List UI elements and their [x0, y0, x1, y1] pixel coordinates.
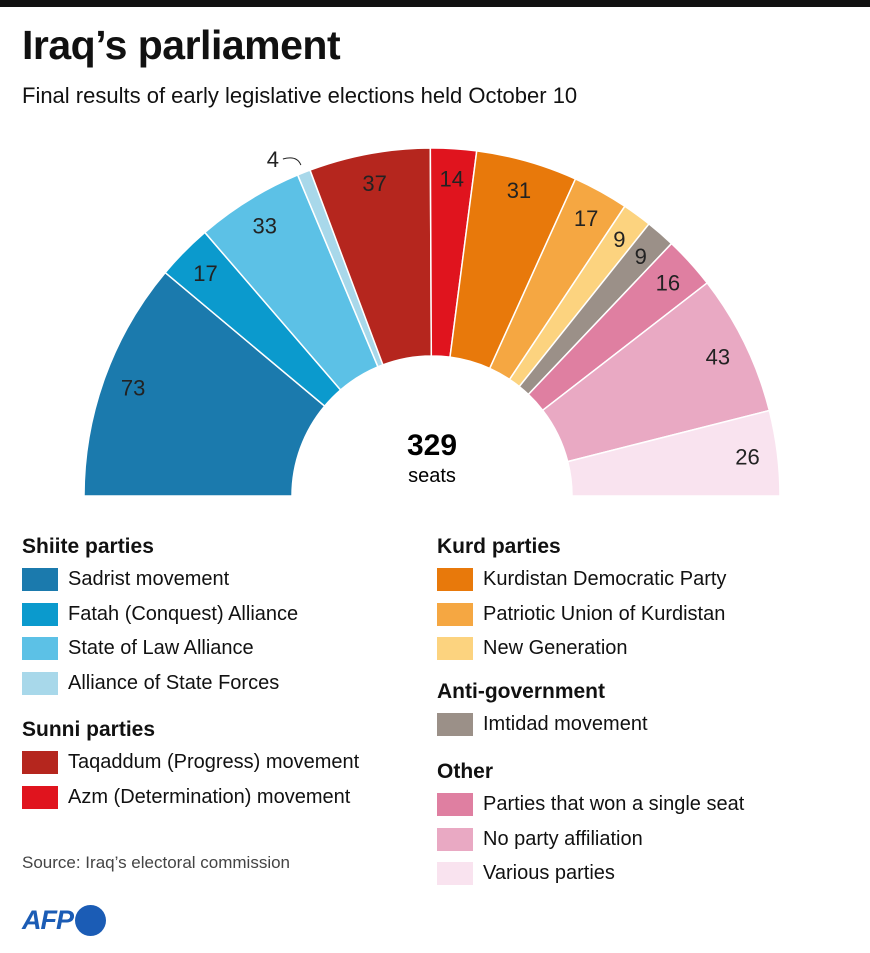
top-rule	[0, 0, 870, 7]
legend-item: Azm (Determination) movement	[22, 785, 351, 809]
legend-label: New Generation	[483, 637, 628, 659]
legend-swatch	[22, 637, 58, 660]
legend-swatch	[22, 602, 58, 626]
legend-label: Alliance of State Forces	[68, 671, 280, 694]
legend-label: Imtidad movement	[483, 713, 648, 735]
legend-swatch	[437, 827, 473, 851]
legend-swatch	[22, 785, 58, 809]
slice-value-label: 4	[267, 147, 279, 172]
slice-value-label: 14	[439, 167, 463, 192]
legend-swatch	[437, 637, 473, 660]
slice-value-label: 43	[706, 345, 730, 370]
legend-swatch	[437, 602, 473, 626]
legend-item: Alliance of State Forces	[22, 671, 280, 695]
legend-swatch	[22, 671, 58, 695]
afp-logo-text: AFP	[22, 905, 74, 935]
legend-label: Taqaddum (Progress) movement	[68, 751, 360, 773]
legend-label: State of Law Alliance	[68, 637, 254, 659]
legend-label: Fatah (Conquest) Alliance	[68, 602, 299, 625]
legend-item: Fatah (Conquest) Alliance	[22, 602, 299, 626]
legend-label: Azm (Determination) movement	[68, 785, 351, 808]
legend-item: Taqaddum (Progress) movement	[22, 751, 359, 774]
legend-swatch	[437, 793, 473, 816]
legend-item: Sadrist movement	[22, 568, 229, 591]
afp-logo: AFP	[22, 905, 106, 936]
legend-item: New Generation	[437, 637, 628, 660]
legend-item: No party affiliation	[437, 827, 643, 851]
legend-swatch	[22, 568, 58, 591]
legend-label: Parties that won a single seat	[483, 793, 745, 815]
legend-item: Parties that won a single seat	[437, 793, 744, 816]
legend-swatch	[437, 568, 473, 591]
chart-title: Iraq’s parliament	[22, 22, 341, 68]
legend-heading: Other	[437, 760, 494, 783]
leader-line	[282, 157, 302, 166]
slice-various-parties	[566, 409, 781, 497]
slice-value-label: 9	[635, 244, 647, 269]
slice-value-label: 9	[613, 227, 625, 252]
chart-subtitle: Final results of early legislative elect…	[22, 83, 578, 108]
slice-sadrist-movement	[83, 271, 326, 497]
legend-swatch	[22, 751, 58, 774]
total-seats-unit: seats	[408, 465, 456, 487]
slice-value-label: 37	[362, 171, 386, 196]
afp-logo-dot	[75, 905, 106, 936]
slice-value-label: 16	[656, 271, 680, 296]
legend-heading: Kurd parties	[437, 535, 561, 558]
legend-swatch	[437, 862, 473, 885]
legend-item: Imtidad movement	[437, 713, 648, 736]
legend-item: Various parties	[437, 862, 615, 885]
legend-item: Patriotic Union of Kurdistan	[437, 602, 726, 626]
total-seats-value: 329	[407, 429, 457, 462]
legend-heading: Shiite parties	[22, 535, 154, 558]
slice-value-label: 17	[574, 206, 598, 231]
slice-value-label: 17	[193, 261, 217, 286]
half-donut-chart: 73 17 33 4 37 14 31 17 99 16 43 26 329 seats	[83, 147, 781, 497]
legend-heading: Anti-government	[437, 680, 605, 703]
legend-heading: Sunni parties	[22, 718, 156, 741]
legend-label: Patriotic Union of Kurdistan	[483, 602, 726, 625]
legend-label: Kurdistan Democratic Party	[483, 568, 727, 590]
slice-value-label: 26	[735, 445, 759, 470]
slice-value-label: 73	[121, 375, 145, 400]
legend-label: Various parties	[483, 862, 615, 884]
legend-label: No party affiliation	[483, 827, 643, 850]
legend-item: Kurdistan Democratic Party	[437, 568, 726, 591]
legend-item: State of Law Alliance	[22, 637, 254, 660]
legend-swatch	[437, 713, 473, 736]
source-note: Source: Iraq’s electoral commission	[22, 853, 291, 872]
legend-label: Sadrist movement	[68, 568, 230, 590]
slice-value-label: 33	[253, 214, 277, 239]
slice-value-label: 31	[507, 178, 531, 203]
